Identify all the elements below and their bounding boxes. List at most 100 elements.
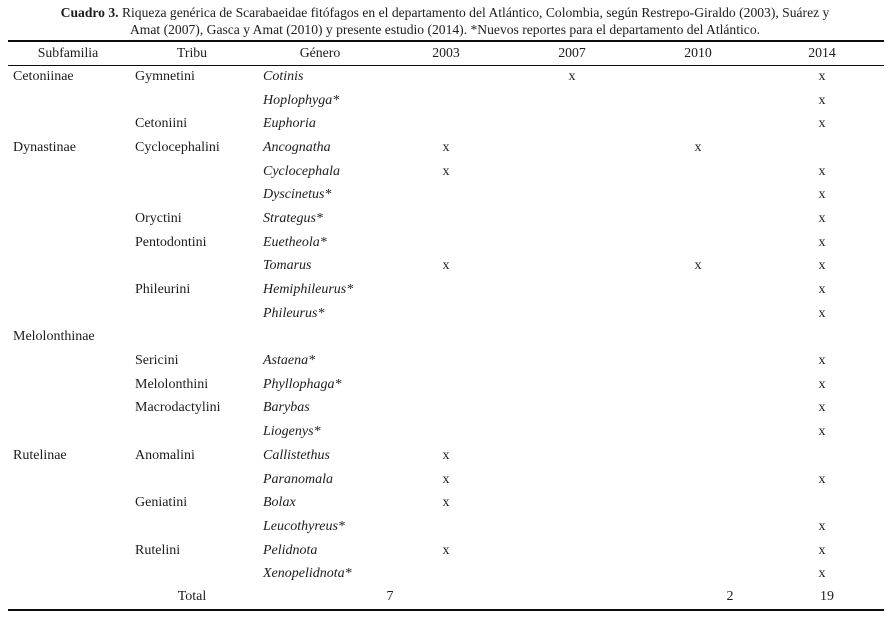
cell-2014: x <box>818 424 826 440</box>
total-2003-value: 7 <box>386 589 394 605</box>
cell-2014 <box>760 491 884 515</box>
cell-2014: x <box>818 282 826 298</box>
total-2010-value: 2 <box>726 589 734 605</box>
cell-tribu <box>128 468 256 492</box>
cell-genero: Astaena* <box>263 353 316 369</box>
cell-2010 <box>636 207 760 231</box>
cell-2014: x <box>818 353 826 369</box>
cell-tribu <box>128 302 256 326</box>
cell-genero <box>256 586 384 610</box>
cell-genero: Barybas <box>263 400 310 416</box>
cell-2007 <box>508 160 636 184</box>
total-2010: 2 <box>636 586 760 610</box>
cell-subfamilia: Dynastinae <box>13 139 76 155</box>
cell-subfamilia <box>8 349 128 373</box>
cell-genero: Dyscinetus* <box>263 187 332 203</box>
table-row: Oryctini Strategus* x <box>8 207 884 231</box>
total-label: Total <box>177 589 207 605</box>
cell-2003 <box>384 397 508 421</box>
cell-2003 <box>384 349 508 373</box>
cell-2014: x <box>818 187 826 203</box>
cell-subfamilia <box>8 468 128 492</box>
cell-genero: Phileurus* <box>263 305 325 321</box>
cell-tribu <box>128 562 256 586</box>
cell-2014: x <box>818 258 826 274</box>
cell-2014: x <box>818 471 826 487</box>
cell-subfamilia <box>8 491 128 515</box>
cell-2007 <box>508 468 636 492</box>
cell-subfamilia <box>8 373 128 397</box>
cell-tribu <box>128 89 256 113</box>
cell-2007: x <box>568 69 576 85</box>
table-row: Leucothyreus* x <box>8 515 884 539</box>
cell-2014: x <box>818 305 826 321</box>
table-row: Melolonthinae <box>8 326 884 350</box>
table-row: Rutelinae Anomalini Callistethus x <box>8 444 884 468</box>
cell-2014: x <box>818 210 826 226</box>
cell-2010 <box>636 112 760 136</box>
cell-2007 <box>508 420 636 444</box>
cell-tribu <box>128 515 256 539</box>
cell-2003 <box>384 65 508 89</box>
cell-tribu: Oryctini <box>135 210 182 226</box>
total-2003: 7 <box>384 586 508 610</box>
cell-2010 <box>636 562 760 586</box>
cell-genero: Bolax <box>263 495 296 511</box>
cell-2003 <box>384 278 508 302</box>
cell-2003: x <box>442 542 450 558</box>
cell-2007 <box>508 326 636 350</box>
cell-2014: x <box>818 542 826 558</box>
cell-2014: x <box>818 69 826 85</box>
cell-genero: Liogenys* <box>263 424 321 440</box>
cell-subfamilia <box>8 89 128 113</box>
table-row: Pentodontini Euetheola* x <box>8 231 884 255</box>
table-row: Cetoniinae Gymnetini Cotinis x x <box>8 65 884 89</box>
cell-subfamilia <box>8 515 128 539</box>
table-row: Geniatini Bolax x <box>8 491 884 515</box>
table-row: Cetoniini Euphoria x <box>8 112 884 136</box>
cell-2014: x <box>818 234 826 250</box>
cell-genero: Pelidnota <box>263 542 318 558</box>
cell-genero: Strategus* <box>263 210 323 226</box>
cell-genero: Cyclocephala <box>263 163 340 179</box>
total-2007-value: 1 <box>508 589 509 605</box>
cell-2010 <box>636 89 760 113</box>
cell-tribu <box>128 420 256 444</box>
cell-subfamilia <box>8 562 128 586</box>
cell-2007 <box>508 136 636 160</box>
cell-2007 <box>508 278 636 302</box>
cell-2007 <box>508 562 636 586</box>
table-row: Sericini Astaena* x <box>8 349 884 373</box>
header-2014: 2014 <box>760 41 884 66</box>
cell-2007 <box>508 515 636 539</box>
cell-2010 <box>636 160 760 184</box>
cell-tribu: Phileurini <box>135 282 191 298</box>
total-2014: 19 <box>760 586 884 610</box>
header-subfamilia: Subfamilia <box>8 41 128 66</box>
cell-2014: x <box>818 400 826 416</box>
table-row: Hoplophyga* x <box>8 89 884 113</box>
cell-2003 <box>384 420 508 444</box>
cell-2003 <box>384 326 508 350</box>
cell-2010 <box>636 65 760 89</box>
cell-2014 <box>760 444 884 468</box>
cell-2007 <box>508 183 636 207</box>
total-2014-value: 19 <box>820 589 834 605</box>
cell-2007 <box>508 302 636 326</box>
cell-2014: x <box>818 566 826 582</box>
table-row: Paranomala x x <box>8 468 884 492</box>
cell-2003 <box>384 562 508 586</box>
cell-2010 <box>636 278 760 302</box>
cell-2003: x <box>442 447 450 463</box>
cell-subfamilia <box>8 420 128 444</box>
cell-subfamilia <box>8 255 128 279</box>
cell-genero: Euetheola* <box>263 234 327 250</box>
table-row: Liogenys* x <box>8 420 884 444</box>
caption-text-1: Riqueza genérica de Scarabaeidae fitófag… <box>121 5 830 20</box>
cell-2007 <box>508 89 636 113</box>
cell-genero <box>256 326 384 350</box>
caption-label: Cuadro 3. <box>60 5 119 20</box>
header-tribu: Tribu <box>128 41 256 66</box>
cell-2007 <box>508 349 636 373</box>
header-2010: 2010 <box>636 41 760 66</box>
